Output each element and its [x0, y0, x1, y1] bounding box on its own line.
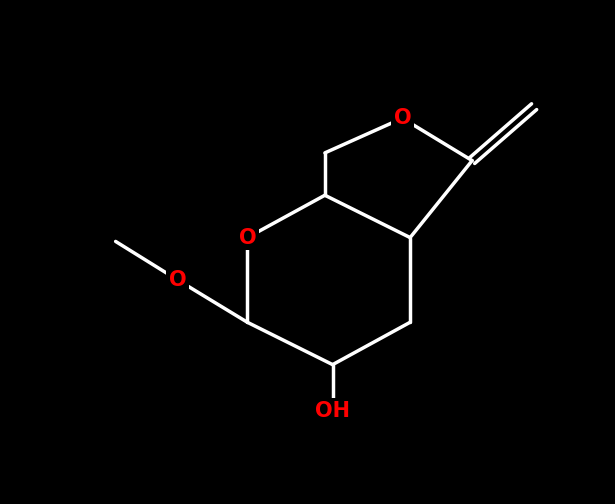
Text: O: O [169, 270, 186, 290]
Text: O: O [239, 228, 256, 247]
Text: O: O [394, 108, 411, 128]
Text: OH: OH [315, 401, 350, 421]
